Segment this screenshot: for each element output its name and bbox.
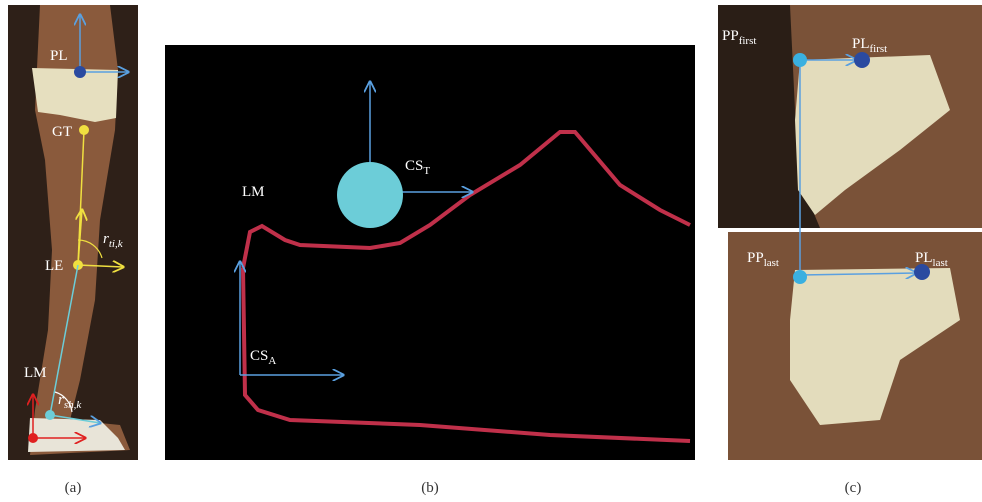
marker-pl-first [854, 52, 870, 68]
panel-b: CST LM CSA [165, 45, 695, 460]
annotation: PLlast [915, 250, 948, 269]
image-background [165, 45, 695, 460]
panel-a: PL GT rti,k LE LM rsh,k [8, 5, 138, 460]
underwear [32, 68, 118, 122]
annotation: LM [24, 365, 47, 381]
contour [241, 267, 691, 443]
underwear [795, 55, 950, 215]
marker-pp-first [793, 53, 807, 67]
panel-label: (b) [421, 480, 439, 496]
annotation: PPlast [747, 250, 779, 269]
panel-c: PPfirst PLfirst PPlast PLlast [718, 5, 982, 460]
underwear [790, 268, 960, 425]
marker-lm [45, 410, 55, 420]
annotation: PL [50, 48, 68, 64]
segment [49, 264, 79, 416]
annotation: rti,k [103, 231, 124, 250]
annotation: LM [242, 184, 265, 200]
marker-cs-t [337, 162, 403, 228]
axis-arrow [77, 265, 123, 267]
annotation: GT [52, 124, 72, 140]
annotation: PLfirst [852, 36, 887, 55]
panel-label: (c) [845, 480, 862, 496]
annotation: CST [405, 158, 430, 177]
marker-pl [74, 66, 86, 78]
angle-arc [77, 239, 103, 259]
axis-arrow [799, 273, 916, 275]
annotation: LE [45, 258, 63, 274]
marker-pl-last [914, 264, 930, 280]
marker-origin [28, 433, 38, 443]
angle-arc [54, 391, 73, 413]
annotation: rsh,k [58, 392, 82, 411]
panel-label: (a) [65, 480, 82, 496]
marker-pp-last [793, 270, 807, 284]
annotation: PPfirst [722, 28, 756, 47]
annotation: CSA [250, 348, 276, 367]
contour [241, 130, 691, 269]
axis-arrow [49, 414, 100, 423]
axis-arrow [78, 210, 82, 266]
marker-gt [79, 125, 89, 135]
